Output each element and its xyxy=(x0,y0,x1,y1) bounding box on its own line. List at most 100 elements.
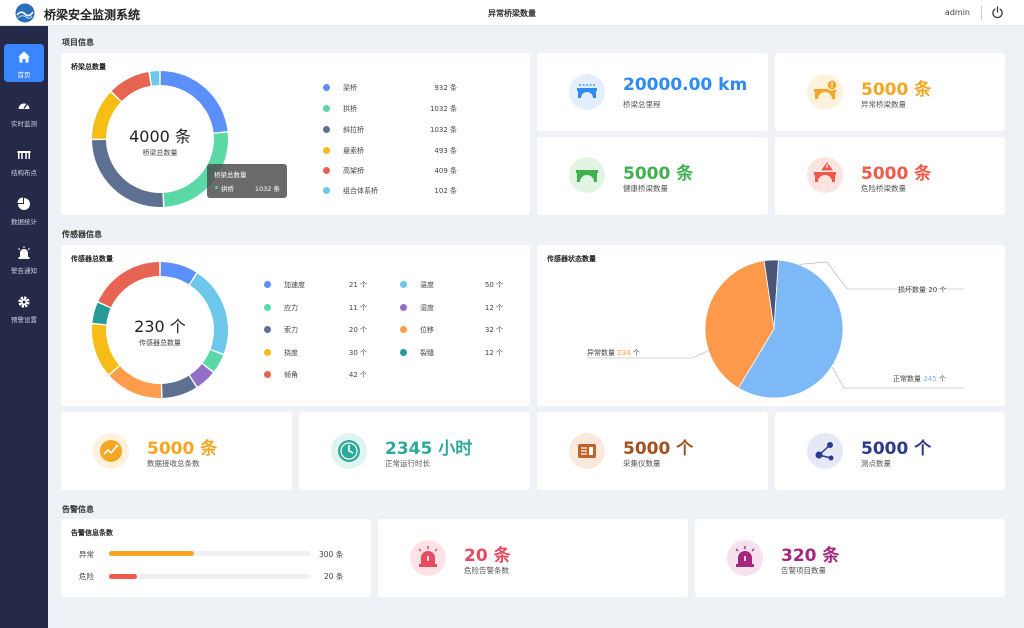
legend-item[interactable]: 梁桥 932 条 xyxy=(323,83,457,93)
legend-value: 42 个 xyxy=(348,371,367,379)
bridge-donut-segment[interactable] xyxy=(149,71,160,86)
sensor-donut-segment[interactable] xyxy=(109,366,162,398)
legend-name: 高架桥 xyxy=(343,167,364,175)
gauge-icon xyxy=(18,103,30,109)
stat-label: 桥梁总里程 xyxy=(623,100,661,109)
legend-item[interactable]: 高架桥 409 条 xyxy=(323,166,457,176)
legend-item[interactable]: 加速度 21 个 xyxy=(264,280,367,290)
stat-value: 5000 个 xyxy=(623,439,694,459)
stat-card-runtime[interactable]: 2345 小时 正常运行时长 xyxy=(299,412,530,490)
legend-item[interactable]: 温度 50 个 xyxy=(400,280,503,290)
sensor-donut-segment[interactable] xyxy=(98,262,160,308)
pie-slice-normal[interactable] xyxy=(737,259,844,399)
stat-label: 数据接收总条数 xyxy=(147,459,200,468)
tooltip-dot xyxy=(215,186,218,189)
legend-item[interactable]: 裂缝 12 个 xyxy=(400,348,503,358)
alarm-progress-bar xyxy=(109,574,311,579)
sidebar-item-structure[interactable]: 结构布点 xyxy=(4,142,44,180)
stat-card-collectors[interactable]: 5000 个 采集仪数量 xyxy=(537,412,768,490)
label-value: 234 xyxy=(617,349,631,357)
power-icon[interactable] xyxy=(991,6,1004,19)
legend-item[interactable]: 位移 32 个 xyxy=(400,325,503,335)
stat-card-dangerous-bridges[interactable]: 5000 条 危险桥梁数量 xyxy=(775,137,1005,215)
bridge-donut-segment[interactable] xyxy=(160,71,228,133)
section-title-project: 项目信息 xyxy=(62,38,94,47)
legend-value: 102 条 xyxy=(434,187,457,195)
sensor-donut-segment[interactable] xyxy=(189,364,213,387)
sensor-donut-segment[interactable] xyxy=(162,375,197,398)
stat-label: 正常运行时长 xyxy=(385,459,430,468)
legend-name: 裂缝 xyxy=(420,349,434,357)
legend-item[interactable]: 组合体系桥 102 条 xyxy=(323,186,457,196)
divider xyxy=(981,6,982,20)
pie-label-broken: 损坏数量 20 个 xyxy=(898,285,946,295)
stat-value: 5000 条 xyxy=(147,439,218,459)
stat-value: 320 条 xyxy=(781,546,840,566)
legend-value: 20 个 xyxy=(348,326,367,334)
sidebar-item-label: 数据统计 xyxy=(11,218,37,226)
bridge-donut-segment[interactable] xyxy=(92,139,164,208)
alarm-icon xyxy=(18,246,30,259)
card-title: 传感器总数量 xyxy=(71,255,113,263)
pie-slice-abnormal[interactable] xyxy=(704,260,775,389)
bridge-donut-segment[interactable] xyxy=(92,92,121,139)
stat-card-measure-points[interactable]: 5000 个 测点数量 xyxy=(775,412,1005,490)
sidebar-item-realtime[interactable]: 实时监测 xyxy=(4,93,44,131)
sensor-donut-segment[interactable] xyxy=(189,273,228,354)
legend-dot xyxy=(323,167,330,174)
legend-dot xyxy=(264,371,271,378)
stat-value: 20000.00 km xyxy=(623,75,748,95)
sensor-donut-segment[interactable] xyxy=(92,324,120,375)
legend-name: 悬索桥 xyxy=(343,147,364,155)
stat-value: 5000 条 xyxy=(861,164,932,184)
label-value: 20 个 xyxy=(928,286,947,294)
label-name: 损坏数量 xyxy=(898,286,926,294)
legend-item[interactable]: 索力 20 个 xyxy=(264,325,367,335)
legend-value: 21 个 xyxy=(348,281,367,289)
siren-icon xyxy=(410,540,446,576)
sensor-donut-segment[interactable] xyxy=(92,302,111,325)
section-title-sensor: 传感器信息 xyxy=(62,230,102,239)
sidebar-item-home[interactable]: 首页 xyxy=(4,44,44,82)
legend-name: 倾角 xyxy=(284,371,298,379)
legend-item[interactable]: 悬索桥 493 条 xyxy=(323,146,457,156)
label-unit: 个 xyxy=(632,349,640,357)
sensor-donut-segment[interactable] xyxy=(160,262,197,285)
user-name[interactable]: admin xyxy=(944,8,970,17)
legend-value: 12 个 xyxy=(484,349,503,357)
card-title: 告警信息条数 xyxy=(71,529,113,537)
legend-item[interactable]: 应力 11 个 xyxy=(264,303,367,313)
sensor-donut-segment[interactable] xyxy=(202,350,224,372)
legend-name: 湿度 xyxy=(420,304,434,312)
alarm-progress-bar xyxy=(109,551,311,556)
label-name: 正常数量 xyxy=(893,375,921,383)
sidebar-item-alerts[interactable]: 警告通知 xyxy=(4,240,44,278)
stat-card-healthy-bridges[interactable]: 5000 条 健康桥梁数量 xyxy=(537,137,768,215)
sidebar-item-statistics[interactable]: 数据统计 xyxy=(4,191,44,229)
legend-item[interactable]: 湿度 12 个 xyxy=(400,303,503,313)
sensor-donut-chart[interactable] xyxy=(85,260,235,400)
bridge-donut-segment[interactable] xyxy=(111,72,151,102)
pie-chart-icon xyxy=(17,197,30,210)
stat-label: 健康桥梁数量 xyxy=(623,184,668,193)
sidebar-item-settings[interactable]: 预警设置 xyxy=(4,289,44,327)
sensor-status-pie-chart[interactable] xyxy=(537,245,1005,406)
legend-item[interactable]: 拱桥 1032 条 xyxy=(323,104,457,114)
stat-card-total-length[interactable]: 20000.00 km 桥梁总里程 xyxy=(537,53,768,131)
legend-value: 1032 条 xyxy=(429,105,457,113)
leader-line-normal xyxy=(831,366,964,389)
legend-item[interactable]: 挠度 30 个 xyxy=(264,348,367,358)
legend-item[interactable]: 斜拉桥 1032 条 xyxy=(323,125,457,135)
stat-card-alarm-projects[interactable]: 320 条 告警项目数量 xyxy=(695,519,1005,597)
stat-value: 5000 个 xyxy=(861,439,932,459)
stat-card-danger-alarms[interactable]: 20 条 危险告警条数 xyxy=(378,519,688,597)
stat-card-data-received[interactable]: 5000 条 数据接收总条数 xyxy=(61,412,292,490)
logo-icon xyxy=(15,3,35,23)
stat-card-abnormal-bridges[interactable]: 5000 条 异常桥梁数量 xyxy=(775,53,1005,131)
siren-icon xyxy=(727,540,763,576)
stat-value: 20 条 xyxy=(464,546,511,566)
legend-value: 30 个 xyxy=(348,349,367,357)
legend-item[interactable]: 倾角 42 个 xyxy=(264,370,367,380)
bridge-icon xyxy=(17,151,31,159)
legend-dot xyxy=(400,281,407,288)
